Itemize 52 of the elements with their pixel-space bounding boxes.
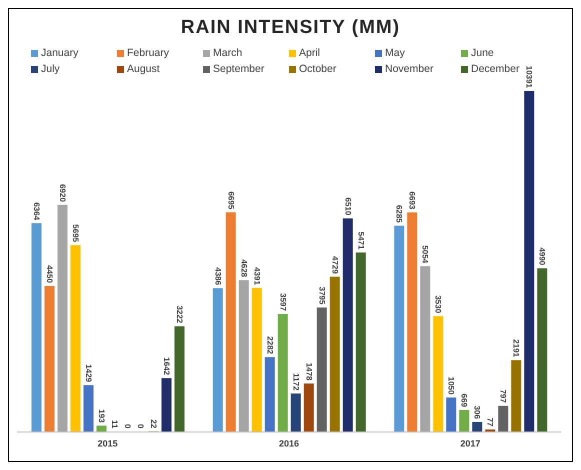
data-label: 22 [149,419,158,429]
data-label: 77 [486,418,495,428]
data-label: 4450 [45,265,54,284]
data-label: 4628 [239,259,248,278]
data-label: 797 [498,389,508,404]
data-label: 193 [97,409,106,424]
legend-label: February [127,47,170,59]
legend-label: July [41,63,60,75]
data-label: 3795 [317,286,326,306]
data-label: 0 [123,424,132,430]
chart-title: RAIN INTENSITY (MM) [180,17,402,39]
legend-label: August [127,63,160,75]
data-label: 4729 [330,256,340,274]
data-label: 5471 [356,232,366,250]
data-label: 6285 [394,204,404,224]
data-label: 1429 [84,364,94,383]
legend-label: March [213,47,242,59]
legend-label: January [41,47,78,59]
data-label: 6693 [408,192,417,210]
data-label: 1642 [162,357,172,376]
data-label: 1172 [291,373,300,392]
data-label: 10391 [524,66,534,89]
data-label: 5695 [71,224,80,243]
x-tick-label: 2017 [460,438,480,448]
data-label: 3530 [434,295,443,314]
legend-label: June [471,47,494,59]
legend-label: September [213,63,264,75]
legend-label: May [385,47,405,59]
data-label: 306 [472,406,482,420]
legend-label: December [471,63,520,75]
data-label: 2191 [512,339,521,358]
data-label: 11 [110,420,120,430]
x-tick-label: 2016 [278,438,300,448]
data-label: 5054 [420,245,430,264]
legend-label: November [385,63,434,75]
data-label: 4386 [213,267,222,286]
data-label: 1050 [446,376,456,396]
data-label: 2282 [265,336,274,355]
data-label: 3597 [278,293,288,312]
data-label: 1478 [304,362,314,382]
x-tick-label: 2015 [98,438,118,448]
data-label: 4990 [538,247,547,266]
data-label: 3222 [175,305,184,324]
data-label: 6695 [226,191,236,210]
data-label: 669 [460,394,469,408]
legend-label: October [299,63,336,75]
data-label: 6510 [343,198,352,216]
data-label: 4391 [252,267,262,286]
data-label: 6920 [58,184,68,202]
data-label: 0 [136,424,146,430]
data-label: 6364 [32,202,42,221]
legend-label: April [299,47,320,59]
